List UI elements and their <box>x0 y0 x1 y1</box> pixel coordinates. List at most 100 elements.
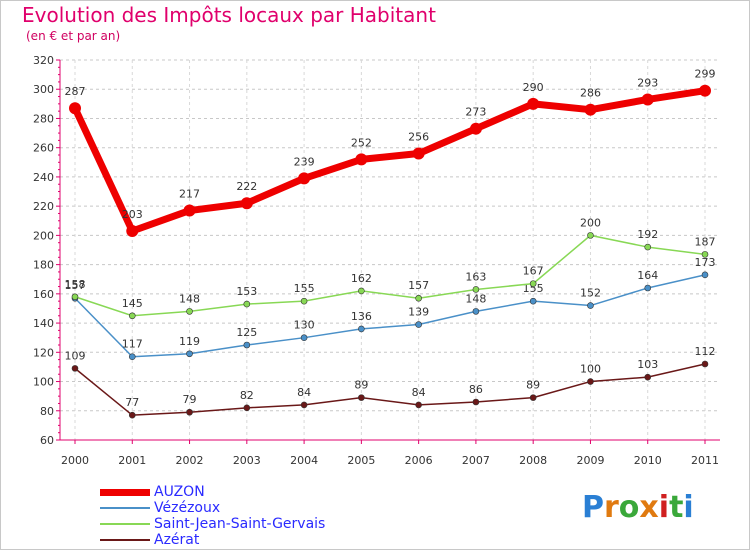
data-point-vezezoux <box>186 350 193 358</box>
data-label-vezezoux: 164 <box>637 269 658 282</box>
data-label-auzon: 222 <box>236 180 257 193</box>
x-tick-label: 2006 <box>405 454 433 467</box>
x-tick-label: 2008 <box>519 454 547 467</box>
data-label-auzon: 299 <box>695 68 716 81</box>
series-line-vezezoux <box>74 274 706 358</box>
data-label-saint-jean-saint-gervais: 153 <box>236 285 257 298</box>
data-point-azerat <box>128 411 136 419</box>
data-label-vezezoux: 152 <box>580 287 601 300</box>
data-label-vezezoux: 155 <box>523 282 544 295</box>
data-point-saint-jean-saint-gervais <box>300 297 308 305</box>
y-tick-label: 240 <box>33 171 54 184</box>
logo-letter: t <box>669 490 684 525</box>
data-point-auzon <box>183 204 196 217</box>
data-label-saint-jean-saint-gervais: 167 <box>523 265 544 278</box>
data-label-vezezoux: 130 <box>294 319 315 332</box>
y-tick-label: 260 <box>33 142 54 155</box>
data-point-saint-jean-saint-gervais <box>529 280 537 287</box>
x-tick-label: 2011 <box>691 454 719 467</box>
data-label-saint-jean-saint-gervais: 148 <box>179 292 200 305</box>
legend-swatch <box>100 539 150 541</box>
data-point-saint-jean-saint-gervais <box>358 287 365 295</box>
data-point-saint-jean-saint-gervais <box>644 243 652 251</box>
data-point-vezezoux <box>358 325 365 333</box>
data-point-saint-jean-saint-gervais <box>701 251 709 258</box>
data-point-vezezoux <box>415 321 422 328</box>
logo-letter: x <box>639 490 659 525</box>
data-point-auzon <box>641 93 654 106</box>
data-point-auzon <box>469 122 482 135</box>
data-label-azerat: 77 <box>125 396 139 409</box>
data-label-auzon: 217 <box>179 188 200 201</box>
logo-letter: r <box>604 490 619 525</box>
logo-letter: o <box>618 490 640 525</box>
data-label-saint-jean-saint-gervais: 155 <box>294 282 315 295</box>
data-point-azerat <box>701 360 709 368</box>
data-label-auzon: 290 <box>523 81 544 94</box>
data-point-auzon <box>298 172 311 185</box>
data-label-vezezoux: 125 <box>236 326 257 339</box>
legend-item: AUZON <box>100 484 325 500</box>
x-tick-label: 2010 <box>634 454 662 467</box>
data-label-vezezoux: 117 <box>122 338 143 351</box>
legend-item: Vézézoux <box>100 500 325 516</box>
x-tick-label: 2002 <box>176 454 204 467</box>
data-label-saint-jean-saint-gervais: 192 <box>637 228 658 241</box>
proxiti-logo: Proxiti <box>582 490 694 525</box>
data-point-auzon <box>412 147 425 160</box>
data-label-azerat: 79 <box>183 393 197 406</box>
data-point-azerat <box>587 378 594 385</box>
data-label-vezezoux: 157 <box>65 279 86 292</box>
data-label-saint-jean-saint-gervais: 145 <box>122 297 143 310</box>
y-tick-label: 80 <box>40 405 54 418</box>
x-tick-label: 2005 <box>347 454 375 467</box>
logo-letter: i <box>683 490 694 525</box>
data-point-saint-jean-saint-gervais <box>587 232 594 239</box>
plot-area <box>60 60 720 440</box>
data-label-azerat: 82 <box>240 389 254 402</box>
data-label-saint-jean-saint-gervais: 157 <box>408 279 429 292</box>
chart-title: Evolution des Impôts locaux par Habitant <box>22 3 436 27</box>
data-point-vezezoux <box>701 271 709 279</box>
data-point-auzon <box>527 97 540 110</box>
data-point-azerat <box>644 373 652 381</box>
legend-swatch <box>100 523 150 525</box>
series-line-auzon <box>71 87 706 235</box>
data-point-azerat <box>415 401 422 409</box>
data-point-saint-jean-saint-gervais <box>415 294 422 302</box>
data-point-auzon <box>240 197 253 210</box>
chart-subtitle: (en € et par an) <box>26 29 121 43</box>
logo-letter: i <box>658 490 670 525</box>
data-point-saint-jean-saint-gervais <box>472 286 480 293</box>
legend-label: AUZON <box>154 484 205 500</box>
x-tick-label: 2007 <box>462 454 490 467</box>
data-point-saint-jean-saint-gervais <box>128 312 136 320</box>
y-tick-label: 280 <box>33 112 54 125</box>
data-label-auzon: 256 <box>408 131 429 144</box>
y-tick-label: 120 <box>33 346 54 359</box>
x-tick-label: 2009 <box>576 454 604 467</box>
data-label-auzon: 203 <box>122 208 143 221</box>
x-tick-label: 2000 <box>61 454 89 467</box>
data-label-azerat: 86 <box>469 383 483 396</box>
data-point-azerat <box>472 398 480 406</box>
y-tick-label: 60 <box>40 434 54 447</box>
x-tick-label: 2004 <box>290 454 318 467</box>
data-point-azerat <box>358 394 365 401</box>
data-label-vezezoux: 139 <box>408 306 429 319</box>
y-tick-label: 180 <box>33 259 54 272</box>
data-label-saint-jean-saint-gervais: 162 <box>351 272 372 285</box>
y-tick-label: 140 <box>33 317 54 330</box>
data-label-auzon: 252 <box>351 136 372 149</box>
legend-item: Azérat <box>100 532 325 548</box>
data-point-vezezoux <box>644 284 652 292</box>
data-label-azerat: 84 <box>297 386 311 399</box>
data-point-auzon <box>355 153 368 166</box>
logo-letter: P <box>582 490 604 525</box>
data-point-vezezoux <box>529 297 537 305</box>
data-point-auzon <box>126 225 139 237</box>
series-line-azerat <box>74 363 706 416</box>
chart-legend: AUZON Vézézoux Saint-Jean-Saint-Gervais Azé… <box>100 484 325 548</box>
data-label-saint-jean-saint-gervais: 187 <box>695 235 716 248</box>
